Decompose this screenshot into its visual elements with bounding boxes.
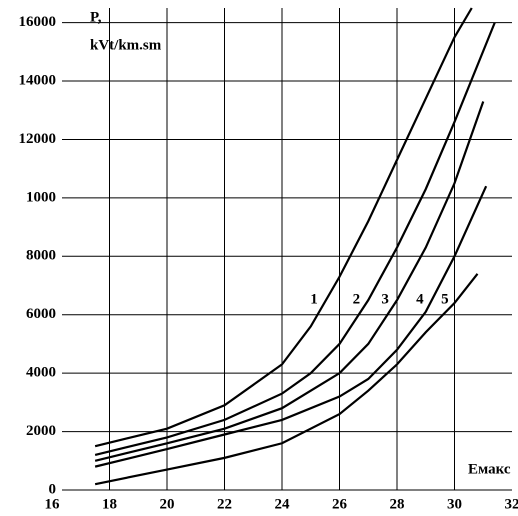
series-label: 5	[441, 291, 449, 307]
x-tick-label: 16	[45, 496, 61, 512]
y-axis-label: kVt/km.sm	[90, 37, 162, 53]
line	[94, 185, 488, 468]
y-axis-label: P,	[90, 9, 102, 25]
line	[94, 7, 473, 448]
line	[94, 22, 496, 457]
x-axis-label: Eмакс	[468, 461, 511, 477]
x-tick-label: 20	[160, 496, 175, 512]
y-tick-label: 4000	[26, 365, 56, 381]
series-label: 2	[353, 291, 361, 307]
y-tick-label: 6000	[26, 306, 56, 322]
series-label: 1	[310, 291, 318, 307]
y-tick-label: 8000	[26, 248, 56, 264]
line	[94, 273, 479, 486]
x-tick-label: 18	[102, 496, 117, 512]
y-tick-label: 14000	[19, 72, 57, 88]
x-tick-label: 32	[505, 496, 518, 512]
y-tick-label: 1000	[26, 189, 56, 205]
x-tick-label: 28	[390, 496, 405, 512]
y-tick-label: 0	[49, 481, 57, 497]
x-tick-label: 24	[275, 496, 291, 512]
line	[94, 101, 485, 462]
y-tick-label: 2000	[26, 423, 56, 439]
series-label: 3	[381, 291, 389, 307]
x-tick-label: 26	[332, 496, 348, 512]
series-label: 4	[416, 291, 424, 307]
x-tick-label: 22	[217, 496, 232, 512]
y-tick-label: 12000	[19, 131, 57, 147]
x-tick-label: 30	[447, 496, 462, 512]
y-tick-label: 16000	[19, 14, 57, 30]
